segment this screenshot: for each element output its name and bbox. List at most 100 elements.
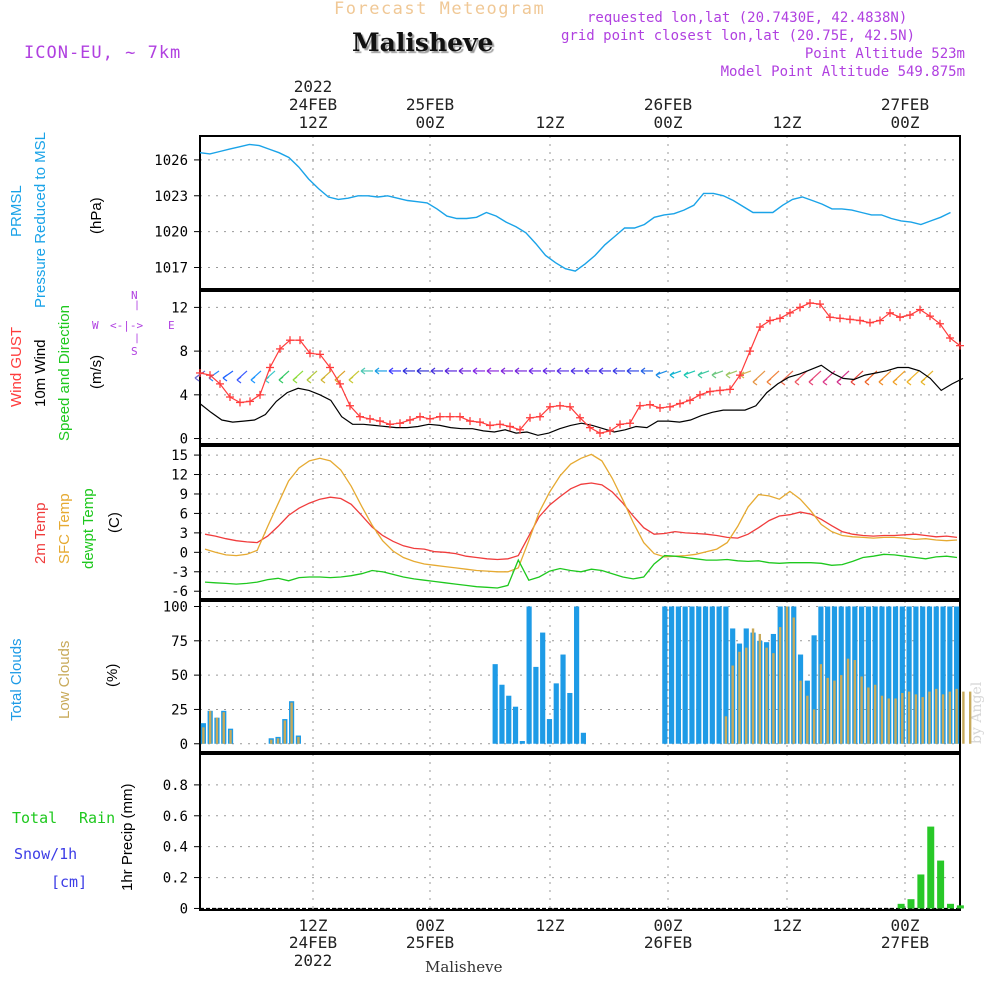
wind-direction-arrowhead (794, 378, 800, 383)
top-time-date: 24FEB (289, 95, 337, 114)
wind-direction-arrowhead (486, 367, 492, 372)
low-cloud-bar (772, 653, 775, 744)
total-cloud-bar (492, 664, 498, 744)
wind-direction-arrowhead (556, 367, 562, 372)
top-time-hour: 00Z (416, 113, 445, 132)
bottom-time-date: 27FEB (881, 933, 929, 952)
wind-direction-arrowhead (348, 379, 354, 384)
low-cloud-bar (799, 680, 802, 744)
wind-direction-arrowhead (556, 370, 562, 375)
bottom-time-hour: 12Z (536, 916, 565, 935)
panel-frame (199, 600, 961, 753)
wind-direction-arrowhead (320, 379, 326, 384)
wind-direction-arrowhead (430, 370, 436, 375)
low-cloud-bar (880, 695, 884, 744)
wind-direction-arrowhead (892, 381, 898, 386)
y-tick-label: 0.4 (163, 840, 188, 856)
low-cloud-bar (731, 665, 734, 744)
wind-direction-arrowhead (388, 370, 394, 375)
wind-direction-arrowhead (752, 381, 758, 386)
low-cloud-bar (907, 691, 911, 744)
wind-direction-arrowhead (320, 376, 326, 381)
wind-direction-arrowhead (612, 367, 618, 372)
wind-direction-arrowhead (669, 371, 675, 376)
wind-direction-arrowhead (278, 379, 284, 384)
wind-direction-arrowhead (878, 381, 884, 386)
total-cloud-bar (954, 606, 960, 744)
chart-title: Forecast Meteogram (334, 0, 546, 19)
total-cloud-bar (689, 606, 695, 744)
wind-direction-arrowhead (306, 379, 312, 384)
top-time-date: 25FEB (406, 95, 454, 114)
y-tick-label: 75 (171, 634, 188, 650)
total-cloud-bar (716, 606, 722, 744)
total-cloud-bar (723, 606, 729, 744)
wind-direction-arrowhead (292, 379, 298, 384)
y-tick-label: 8 (180, 344, 188, 360)
total-cloud-bar (526, 606, 532, 744)
total-cloud-bar (669, 606, 675, 744)
top-time-year: 2022 (294, 77, 333, 96)
total-cloud-bar (913, 606, 919, 744)
total-cloud-bar (811, 635, 817, 744)
low-cloud-bar (941, 694, 945, 744)
wind-direction-arrowhead (794, 381, 800, 386)
wind-direction-arrowhead (472, 367, 478, 372)
wind-direction-arrowhead (711, 371, 717, 376)
top-time-date: 27FEB (881, 95, 929, 114)
wind-direction-arrowhead (598, 370, 604, 375)
low-cloud-bar (724, 716, 728, 744)
total-cloud-bar (899, 606, 905, 744)
total-cloud-bar (865, 606, 871, 744)
low-cloud-bar (778, 627, 782, 744)
bottom-time-hour: 00Z (416, 916, 445, 935)
wind-direction-arrowhead (542, 370, 548, 375)
wind-direction-arrowhead (402, 367, 408, 372)
low-cloud-bar (785, 606, 789, 744)
wind-direction-arrowhead (640, 370, 646, 375)
panel-frame (199, 753, 961, 911)
total-cloud-bar (506, 695, 512, 744)
total-cloud-bar (512, 706, 519, 744)
wind-direction-arrowhead (808, 378, 814, 383)
wind-direction-arrowhead (683, 371, 689, 376)
panel-frame (199, 290, 961, 445)
low-cloud-bar (290, 702, 293, 744)
low-cloud-bar (935, 688, 938, 744)
y-tick-label: 12 (171, 468, 188, 484)
low-cloud-bar (276, 738, 280, 744)
wind-direction-arrowhead (584, 370, 590, 375)
low-cloud-bar (792, 617, 795, 744)
y-tick-label: 6 (180, 506, 188, 522)
total-cloud-bar (947, 606, 953, 744)
low-cloud-bar (745, 647, 748, 744)
total-cloud-bar (906, 606, 912, 744)
total-cloud-bar (933, 606, 939, 744)
wind-direction-arrowhead (612, 370, 618, 375)
wind-direction-arrowhead (360, 370, 366, 375)
wind-direction-arrowhead (236, 379, 242, 384)
total-cloud-bar (825, 606, 831, 744)
wind-direction-arrowhead (655, 371, 661, 376)
rain-bar (956, 905, 964, 909)
low-cloud-bar (873, 684, 877, 744)
wind-direction-arrowhead (626, 367, 632, 372)
wind-direction-arrowhead (697, 374, 703, 379)
wind-direction-arrowhead (500, 367, 506, 372)
y-tick-label: 100 (163, 599, 188, 615)
low-cloud-bar (819, 664, 823, 744)
wind-direction-arrowhead (892, 378, 898, 383)
y-tick-label: 0.6 (163, 809, 188, 825)
wind-direction-arrowhead (725, 371, 731, 376)
panel-frame (199, 135, 961, 290)
total-cloud-bar (540, 632, 546, 744)
total-cloud-bar (696, 606, 702, 744)
wind-direction-arrowhead (528, 370, 534, 375)
y-tick-label: 0 (180, 432, 188, 448)
wind-direction-arrowhead (683, 374, 689, 379)
total-cloud-bar (519, 741, 525, 744)
compass-e: E (168, 319, 175, 332)
wind-direction-arrowhead (528, 367, 534, 372)
